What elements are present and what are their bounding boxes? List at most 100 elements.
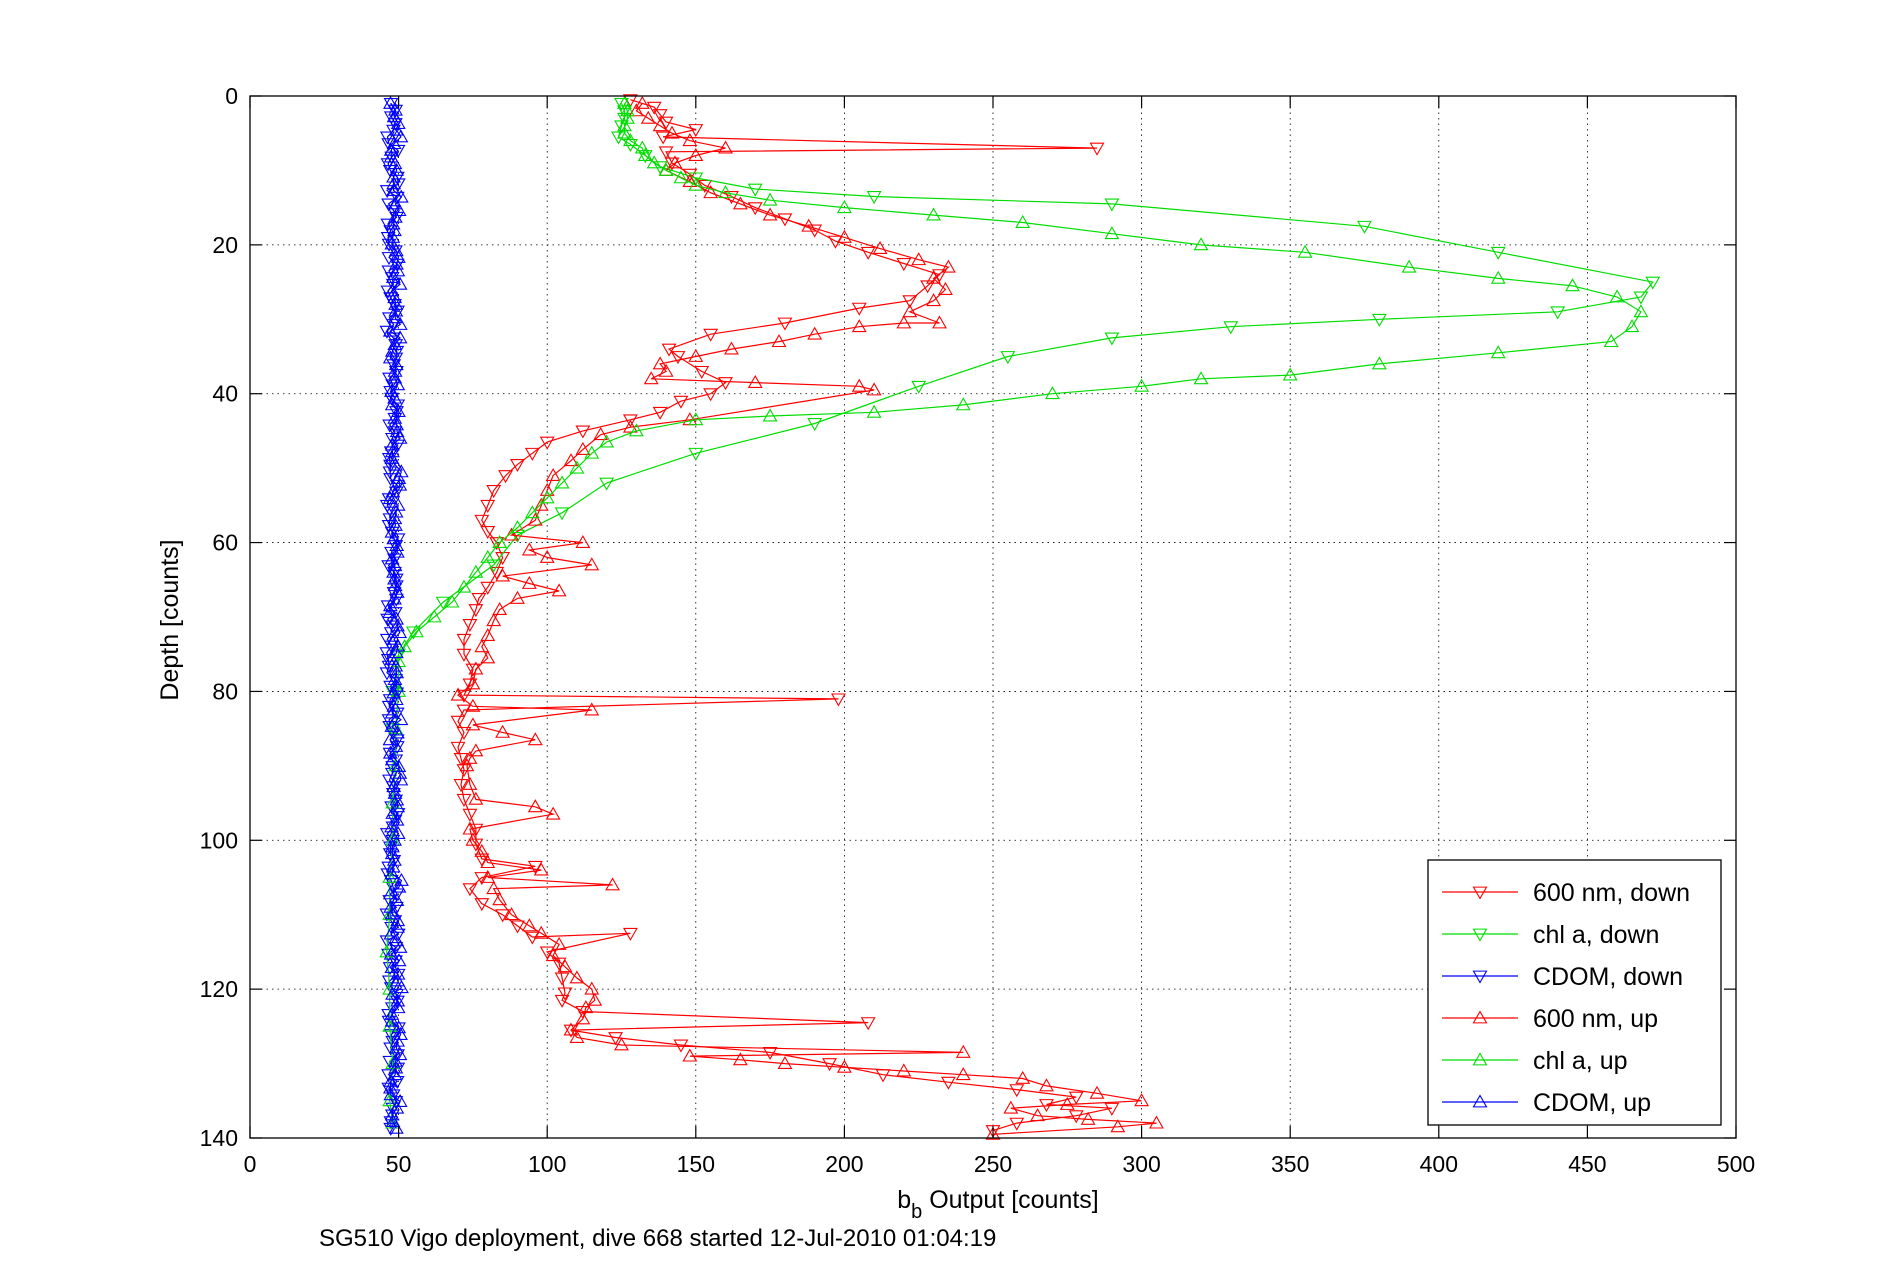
- data-point: [380, 131, 395, 145]
- data-point: [384, 705, 400, 719]
- data-point: [1149, 1115, 1164, 1129]
- data-point: [1490, 270, 1506, 284]
- data-point: [724, 341, 739, 355]
- data-point: [617, 95, 632, 109]
- data-point: [390, 808, 406, 822]
- data-point: [688, 147, 704, 161]
- data-point: [851, 319, 867, 333]
- data-point: [584, 557, 600, 571]
- data-point: [381, 198, 397, 212]
- data-point: [718, 377, 733, 391]
- data-point: [605, 877, 621, 891]
- data-point: [504, 907, 519, 921]
- x-tick-label: 250: [974, 1151, 1012, 1177]
- data-point: [652, 356, 668, 370]
- data-point: [380, 285, 396, 299]
- data-point: [383, 899, 399, 913]
- data-point: [492, 892, 508, 906]
- data-point: [392, 1047, 408, 1061]
- data-point: [563, 1024, 579, 1038]
- data-point: [385, 1114, 401, 1128]
- data-point: [380, 218, 396, 232]
- data-point: [902, 304, 918, 318]
- series-line: [457, 99, 1113, 1132]
- data-point: [527, 732, 543, 746]
- data-point: [1044, 386, 1060, 400]
- data-point: [384, 839, 400, 853]
- data-point: [622, 133, 638, 147]
- data-point: [380, 613, 396, 627]
- data-point: [563, 453, 579, 467]
- data-point: [387, 410, 403, 424]
- data-point: [617, 112, 632, 126]
- data-point: [932, 269, 947, 283]
- data-point: [389, 479, 405, 493]
- data-point: [634, 140, 650, 154]
- data-point: [390, 399, 406, 413]
- data-point: [521, 575, 537, 589]
- data-point: [593, 427, 609, 441]
- data-point: [578, 1000, 594, 1014]
- data-point: [872, 240, 888, 255]
- data-point: [392, 316, 408, 330]
- tick-labels: 0 50 100 150 200 250 300 350 400 450 500 0 20 40 60 80 1…: [200, 83, 1756, 1177]
- data-point: [389, 725, 405, 739]
- data-point: [388, 573, 404, 587]
- data-point: [510, 590, 525, 604]
- data-point: [584, 445, 600, 459]
- data-point: [1371, 356, 1387, 370]
- legend-label: CDOM, up: [1533, 1089, 1651, 1117]
- y-tick-label: 80: [212, 678, 238, 704]
- data-point: [382, 745, 398, 759]
- data-point: [465, 698, 481, 712]
- data-point: [381, 975, 397, 989]
- data-point: [379, 647, 395, 661]
- y-tick-label: 60: [212, 530, 238, 556]
- data-point: [539, 436, 555, 450]
- data-point: [382, 513, 398, 527]
- y-tick-label: 20: [212, 232, 238, 258]
- y-tick-label: 100: [200, 827, 238, 853]
- data-point: [387, 785, 403, 799]
- data-point: [426, 609, 442, 623]
- data-point: [388, 1060, 404, 1074]
- data-point: [474, 514, 490, 528]
- data-point: [389, 611, 405, 625]
- x-tick-label: 0: [244, 1151, 257, 1177]
- data-point: [381, 312, 397, 326]
- data-point: [390, 973, 406, 987]
- data-point: [456, 726, 472, 740]
- data-point: [388, 1053, 403, 1067]
- data-point: [388, 296, 404, 310]
- data-point: [480, 869, 496, 883]
- data-point: [390, 799, 406, 813]
- data-point: [1357, 220, 1372, 234]
- data-point: [384, 236, 400, 250]
- data-point: [453, 752, 469, 767]
- data-point: [383, 459, 398, 473]
- data-point: [617, 125, 632, 139]
- data-point: [474, 898, 490, 912]
- data-point: [777, 213, 793, 227]
- data-point: [619, 110, 635, 124]
- data-point: [557, 959, 573, 973]
- data-point: [822, 1058, 837, 1072]
- data-point: [688, 348, 704, 362]
- legend: 600 nm, down chl a, down CDOM, down 600 nm,…: [1427, 859, 1722, 1126]
- data-point: [985, 1126, 1001, 1140]
- data-point: [926, 293, 942, 307]
- data-point: [557, 987, 573, 1001]
- y-axis-label: Depth [counts]: [156, 539, 184, 700]
- data-point: [836, 1059, 852, 1073]
- data-point: [1550, 306, 1566, 320]
- data-point: [673, 395, 689, 409]
- data-point: [386, 698, 402, 712]
- data-point: [384, 819, 399, 833]
- data-point: [938, 281, 953, 295]
- legend-marker: [1472, 928, 1488, 942]
- series-layer: [379, 94, 1661, 1140]
- data-point: [1193, 371, 1209, 385]
- data-point: [539, 490, 555, 504]
- data-point: [1080, 1111, 1096, 1125]
- data-point: [387, 511, 403, 525]
